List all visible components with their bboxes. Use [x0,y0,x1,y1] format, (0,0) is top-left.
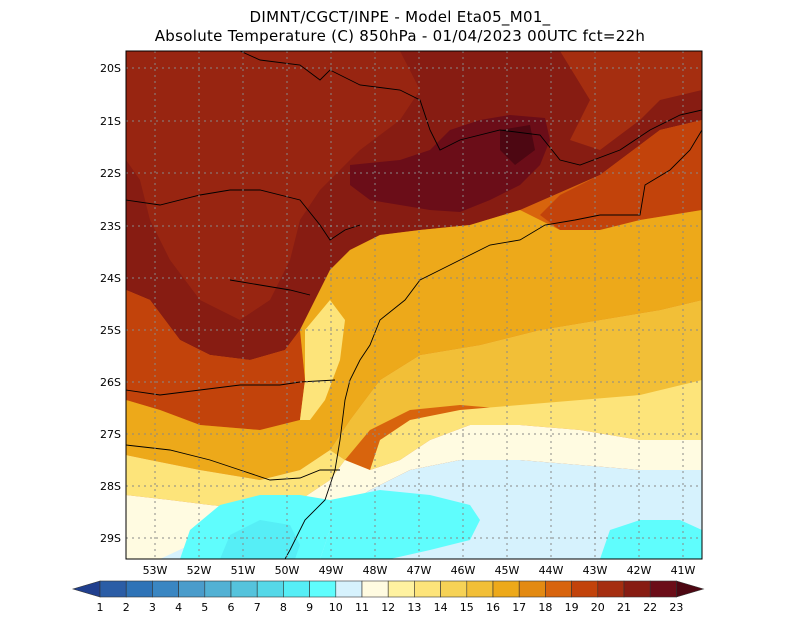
graticule [126,51,702,559]
lon-label: 42W [627,564,652,577]
lat-label: 20S [100,62,121,75]
colorbar-label: 7 [254,601,261,614]
lat-label: 22S [100,167,121,180]
colorbar-label: 22 [643,601,657,614]
map-title-line-2: Absolute Temperature (C) 850hPa - 01/04/… [154,27,646,45]
lon-label: 43W [583,564,608,577]
colorbar-segment [361,580,389,598]
lat-label: 21S [100,115,121,128]
color-scale-labels: 1 2 3 4 5 6 7 8 9 10 11 12 13 14 15 16 17 18 19 20 21 22 23 [97,601,684,614]
colorbar-segment [309,580,337,598]
colorbar-label: 10 [329,601,343,614]
colorbar-label: 2 [123,601,130,614]
colorbar-segment [256,580,284,598]
colorbar-label: 11 [355,601,369,614]
colorbar-label: 15 [460,601,474,614]
colorbar-label: 13 [407,601,421,614]
colorbar-label: 12 [381,601,395,614]
latitude-labels: 20S 21S 22S 23S 24S 25S 26S 27S 28S 29S [100,62,121,545]
lat-label: 25S [100,324,121,337]
colorbar-segment [545,580,572,598]
colorbar-segment [387,580,415,598]
colorbar-label: 17 [512,601,526,614]
colorbar-label: 9 [306,601,313,614]
colorbar-segment [204,580,232,598]
colorbar-segment [99,580,127,598]
temperature-field [126,51,702,559]
colorbar-segment [178,580,206,598]
lon-label: 52W [187,564,212,577]
colorbar-segment [571,580,599,598]
colorbar-segment [518,580,546,598]
map-title-line-1: DIMNT/CGCT/INPE - Model Eta05_M01_ [249,8,551,26]
colorbar-label: 6 [228,601,235,614]
colorbar-label: 19 [565,601,579,614]
lat-label: 23S [100,220,121,233]
lon-label: 44W [539,564,564,577]
lon-label: 49W [319,564,344,577]
colorbar-segment [414,580,441,598]
colorbar-arrow-high [676,580,705,598]
colorbar-segment [152,580,179,598]
colorbar-segment [492,580,520,598]
colorbar-segment [335,580,363,598]
colorbar-label: 23 [669,601,683,614]
lat-label: 28S [100,480,121,493]
color-scale-bar [71,580,705,598]
colorbar-label: 4 [175,601,182,614]
colorbar-segment [283,580,310,598]
lon-label: 41W [671,564,696,577]
colorbar-segment [597,580,625,598]
colorbar-label: 1 [97,601,104,614]
lat-label: 27S [100,428,121,441]
lon-label: 46W [451,564,476,577]
lat-label: 26S [100,376,121,389]
colorbar-label: 21 [617,601,631,614]
lat-label: 29S [100,532,121,545]
colorbar-label: 3 [149,601,156,614]
lon-label: 48W [363,564,388,577]
colorbar-segment [623,580,651,598]
lon-label: 47W [407,564,432,577]
colorbar-label: 5 [201,601,208,614]
lon-label: 45W [495,564,520,577]
colorbar-segment [440,580,468,598]
lon-label: 50W [275,564,300,577]
colorbar-label: 14 [434,601,448,614]
lat-label: 24S [100,272,121,285]
lon-label: 53W [143,564,168,577]
colorbar-arrow-low [71,580,101,598]
colorbar-label: 18 [538,601,552,614]
colorbar-segment [466,580,494,598]
colorbar-segment [649,580,677,598]
colorbar-segment [125,580,153,598]
colorbar-label: 20 [591,601,605,614]
longitude-labels: 53W 52W 51W 50W 49W 48W 47W 46W 45W 44W … [143,564,696,577]
colorbar-segment [230,580,258,598]
colorbar-label: 8 [280,601,287,614]
plot-frame [125,50,703,560]
colorbar-label: 16 [486,601,500,614]
lon-label: 51W [231,564,256,577]
